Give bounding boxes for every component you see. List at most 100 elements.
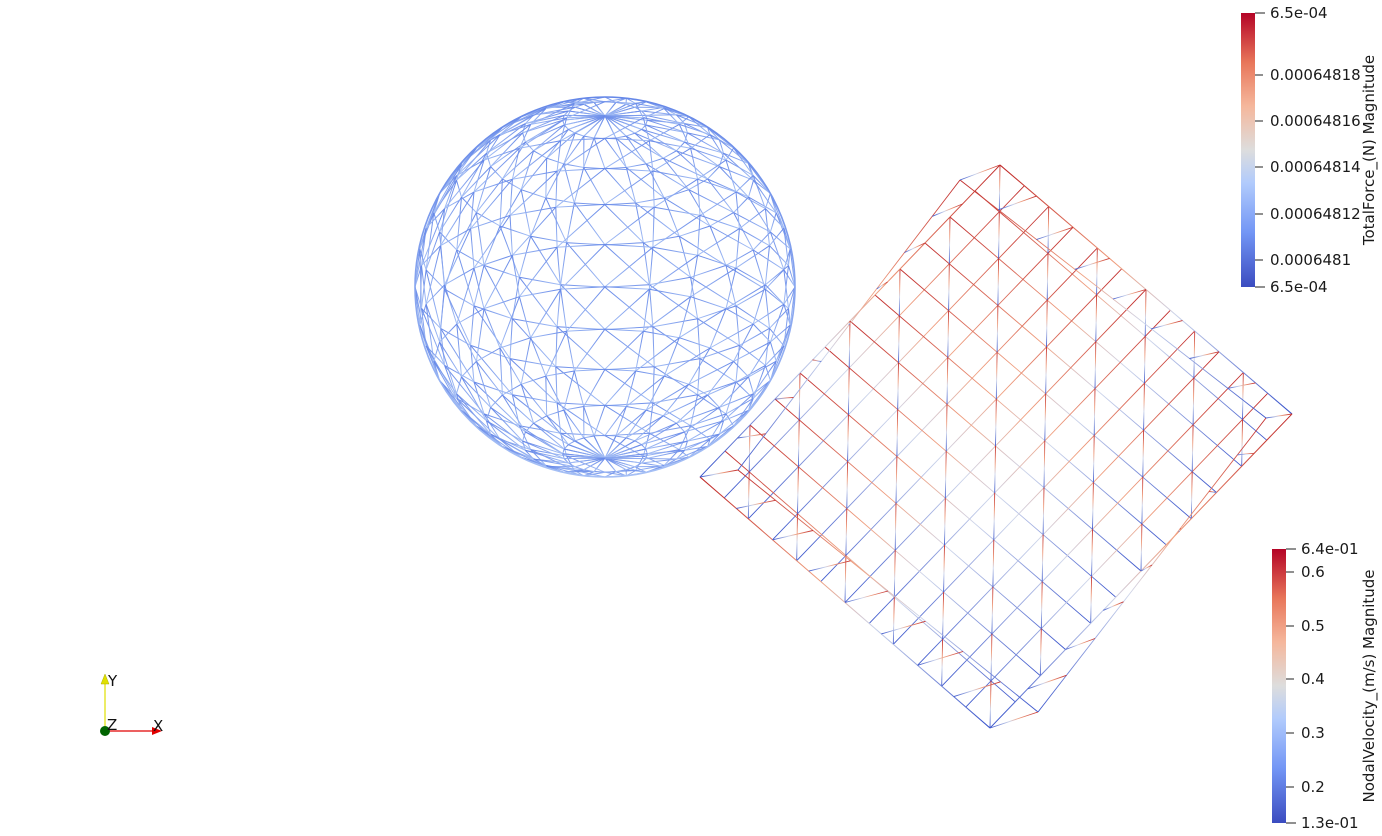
- sphere-edge: [635, 331, 644, 372]
- sphere-edge: [649, 254, 698, 290]
- box-frame-edge: [989, 711, 1039, 729]
- sphere-edge: [625, 167, 637, 204]
- sphere-edge: [625, 370, 637, 407]
- box-edge: [1046, 300, 1048, 348]
- sphere-edge: [511, 255, 520, 297]
- box-edge: [737, 433, 766, 439]
- sphere-edge: [546, 415, 576, 442]
- sphere-edge: [604, 435, 617, 459]
- sphere-edge: [425, 208, 445, 229]
- velocity-bar-title: NodalVelocity_(m/s) Magnitude: [1360, 569, 1379, 802]
- sphere-edge: [604, 137, 650, 142]
- box-frame-edge: [699, 469, 739, 478]
- sphere-edge: [475, 166, 492, 213]
- sphere-edge: [679, 235, 727, 266]
- sphere-edge: [707, 127, 734, 149]
- sphere-edge: [444, 191, 475, 210]
- sphere-edge: [560, 432, 606, 437]
- sphere-edge: [733, 212, 771, 233]
- sphere-edge: [647, 449, 685, 455]
- sphere-edge: [739, 345, 766, 366]
- sphere-edge: [769, 193, 785, 229]
- sphere-edge: [456, 308, 485, 325]
- box-edge: [1193, 330, 1196, 378]
- sphere-edge: [444, 267, 475, 286]
- sphere-edge: [473, 254, 513, 269]
- sphere-edge: [649, 284, 698, 320]
- sphere-edge: [530, 103, 575, 125]
- sphere-edge: [748, 163, 754, 176]
- box-edge: [898, 268, 901, 316]
- sphere-edge: [634, 422, 677, 442]
- sphere-edge: [769, 227, 785, 247]
- sphere-edge: [647, 119, 688, 134]
- box-edge: [893, 550, 896, 598]
- sphere-edge: [615, 471, 627, 477]
- sphere-edge: [723, 409, 749, 422]
- box-edge: [994, 445, 996, 493]
- sphere-edge: [739, 327, 770, 346]
- sphere-edge: [533, 422, 565, 450]
- sphere-edge: [562, 448, 565, 454]
- sphere-edge: [709, 225, 727, 266]
- sphere-edge: [583, 437, 606, 459]
- sphere-edge: [522, 114, 565, 134]
- sphere-edge: [433, 163, 462, 214]
- sphere-edge: [444, 175, 458, 209]
- box-edge: [1237, 452, 1255, 456]
- sphere-edge: [519, 425, 561, 434]
- sphere-edge: [470, 228, 475, 269]
- box-edge: [774, 398, 1066, 650]
- sphere-edge: [642, 242, 650, 285]
- box-edge: [1046, 253, 1049, 301]
- sphere-outline: [414, 96, 796, 478]
- sphere-edge: [654, 206, 701, 216]
- sphere-edge: [546, 466, 584, 471]
- sphere-edge: [697, 318, 701, 359]
- sphere-edge: [615, 137, 627, 168]
- box-edge: [881, 620, 926, 635]
- sphere-edge: [574, 96, 606, 104]
- sphere-edge: [709, 323, 754, 349]
- sphere-edge: [641, 462, 664, 467]
- sphere-edge: [545, 376, 548, 416]
- sphere-edge: [476, 116, 522, 149]
- sphere-edge: [699, 358, 737, 383]
- sphere-edge: [574, 368, 606, 372]
- sphere-edge: [645, 458, 677, 460]
- sphere-edge: [470, 191, 475, 229]
- sphere-edge: [707, 127, 711, 135]
- sphere-edge: [625, 167, 665, 199]
- sphere-edge: [522, 440, 526, 451]
- sphere-edge: [615, 409, 647, 437]
- sphere-edge: [530, 117, 567, 125]
- box-edge: [1112, 289, 1147, 300]
- sphere-edge: [684, 440, 688, 451]
- box-edge: [1189, 351, 1220, 359]
- sphere-edge: [678, 116, 690, 125]
- sphere-edge: [604, 170, 654, 205]
- wireframe-sphere[interactable]: [414, 96, 796, 478]
- sphere-edge: [769, 231, 785, 270]
- wireframe-box[interactable]: [699, 164, 1293, 729]
- box-edge: [997, 258, 1000, 306]
- sphere-edge: [652, 214, 701, 248]
- sphere-edge: [546, 157, 564, 165]
- sphere-edge: [476, 212, 501, 227]
- sphere-edge: [486, 139, 492, 154]
- box-edge: [812, 359, 822, 362]
- sphere-edge: [663, 337, 680, 377]
- sphere-edge: [604, 440, 636, 459]
- sphere-edge: [697, 254, 737, 269]
- sphere-edge: [748, 393, 754, 411]
- sphere-edge: [604, 406, 627, 436]
- sphere-edge: [545, 163, 565, 199]
- sphere-edge: [753, 179, 771, 194]
- sphere-edge: [593, 405, 606, 437]
- sphere-edge: [783, 265, 789, 305]
- sphere-edge: [563, 444, 569, 450]
- sphere-edge: [556, 284, 562, 327]
- sphere-edge: [664, 189, 689, 199]
- sphere-edge: [649, 288, 691, 298]
